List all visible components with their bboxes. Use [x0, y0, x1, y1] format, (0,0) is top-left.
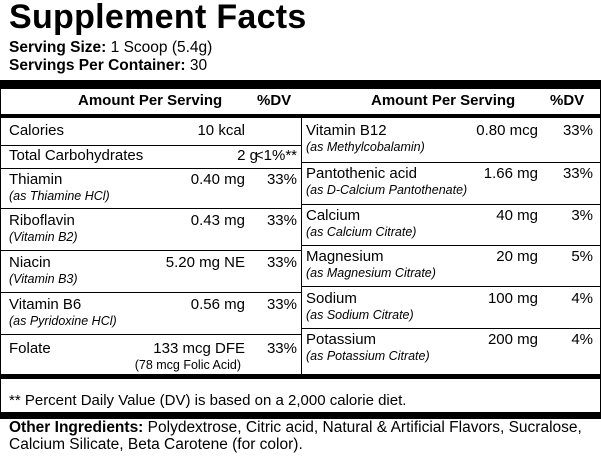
nutrient-amount: 0.43 mg	[190, 212, 245, 229]
nutrient-amount: 5.20 mg NE	[165, 254, 245, 271]
other-ingredients-label: Other Ingredients:	[9, 419, 144, 436]
table-bottom-divider	[0, 374, 601, 379]
nutrient-amount: 100 mg	[487, 290, 538, 307]
nutrient-dv: 33%	[266, 296, 297, 313]
panel-title: Supplement Facts	[9, 0, 307, 36]
row-divider	[302, 162, 601, 163]
nutrient-dv: 33%	[266, 171, 297, 188]
row-divider	[0, 208, 301, 209]
top-divider	[0, 80, 601, 89]
nutrient-name: Pantothenic acid	[306, 165, 417, 182]
nutrient-amount-detail: (78 mcg Folic Acid)	[134, 358, 241, 372]
column-divider	[301, 118, 302, 375]
nutrient-amount: 0.80 mcg	[476, 122, 538, 139]
nutrient-source: (as Potassium Citrate)	[306, 349, 430, 363]
nutrient-amount: 10 kcal	[197, 122, 245, 139]
row-divider	[302, 328, 601, 329]
nutrient-source: (as Calcium Citrate)	[306, 225, 417, 239]
right-amount-header: Amount Per Serving	[371, 92, 516, 109]
nutrient-name: Potassium	[306, 331, 377, 348]
nutrient-source: (Vitamin B2)	[9, 230, 78, 244]
nutrient-dv: 5%	[571, 248, 593, 265]
other-ingredients: Other Ingredients: Polydextrose, Citric …	[9, 419, 594, 453]
nutrient-name: Folate	[9, 340, 51, 357]
nutrient-source: (as D-Calcium Pantothenate)	[306, 183, 468, 197]
nutrient-name: Vitamin B12	[306, 122, 387, 139]
nutrient-name: Sodium	[306, 290, 357, 307]
nutrient-dv: 33%	[266, 340, 297, 357]
row-divider	[302, 245, 601, 246]
nutrient-name: Calories	[9, 122, 65, 139]
row-divider	[0, 334, 301, 335]
serving-size-value: 1 Scoop (5.4g)	[110, 39, 213, 56]
nutrient-dv: <1%**	[254, 147, 297, 164]
row-divider	[0, 292, 301, 293]
left-amount-header: Amount Per Serving	[78, 92, 223, 109]
nutrient-name: Niacin	[9, 254, 51, 271]
nutrient-dv: 3%	[571, 207, 593, 224]
nutrient-amount: 0.40 mg	[190, 171, 245, 188]
nutrient-amount: 40 mg	[496, 207, 538, 224]
right-dv-header: %DV	[550, 92, 585, 109]
nutrient-amount: 2 g	[237, 147, 258, 164]
nutrient-dv: 33%	[266, 254, 297, 271]
nutrient-name: Vitamin B6	[9, 296, 82, 313]
serving-size-label: Serving Size:	[9, 39, 107, 56]
nutrient-name: Thiamin	[9, 171, 63, 188]
other-ingredients-value: Polydextrose, Citric acid, Natural & Art…	[9, 419, 582, 453]
servings-per-container-label: Servings Per Container:	[9, 57, 186, 74]
dv-footnote: ** Percent Daily Value (DV) is based on …	[9, 392, 407, 409]
nutrient-amount: 20 mg	[496, 248, 538, 265]
nutrient-source: (as Sodium Citrate)	[306, 308, 414, 322]
row-divider	[0, 168, 301, 169]
nutrient-dv: 33%	[562, 122, 593, 139]
nutrient-name: Riboflavin	[9, 212, 75, 229]
nutrient-source: (as Pyridoxine HCl)	[9, 314, 117, 328]
nutrient-dv: 4%	[571, 331, 593, 348]
nutrient-name: Magnesium	[306, 248, 384, 265]
nutrient-source: (Vitamin B3)	[9, 272, 78, 286]
nutrient-amount: 1.66 mg	[483, 165, 538, 182]
nutrient-source: (as Thiamine HCl)	[9, 189, 110, 203]
nutrient-amount: 0.56 mg	[190, 296, 245, 313]
servings-per-container-value: 30	[189, 57, 208, 74]
nutrient-dv: 33%	[562, 165, 593, 182]
nutrient-amount: 200 mg	[487, 331, 538, 348]
nutrient-dv: 4%	[571, 290, 593, 307]
row-divider	[302, 204, 601, 205]
border-left	[0, 89, 1, 419]
row-divider	[0, 250, 301, 251]
row-divider	[0, 145, 301, 146]
nutrient-name: Total Carbohydrates	[9, 147, 144, 164]
serving-size: Serving Size: 1 Scoop (5.4g)	[9, 39, 212, 57]
nutrient-source: (as Magnesium Citrate)	[306, 266, 436, 280]
left-dv-header: %DV	[257, 92, 292, 109]
footnote-bottom-divider	[0, 412, 601, 419]
servings-per-container: Servings Per Container: 30	[9, 57, 207, 75]
nutrient-name: Calcium	[306, 207, 361, 224]
row-divider	[302, 286, 601, 287]
header-divider	[0, 114, 601, 118]
nutrient-dv: 33%	[266, 212, 297, 229]
nutrient-amount: 133 mcg DFE	[153, 340, 245, 357]
nutrient-source: (as Methylcobalamin)	[306, 140, 425, 154]
